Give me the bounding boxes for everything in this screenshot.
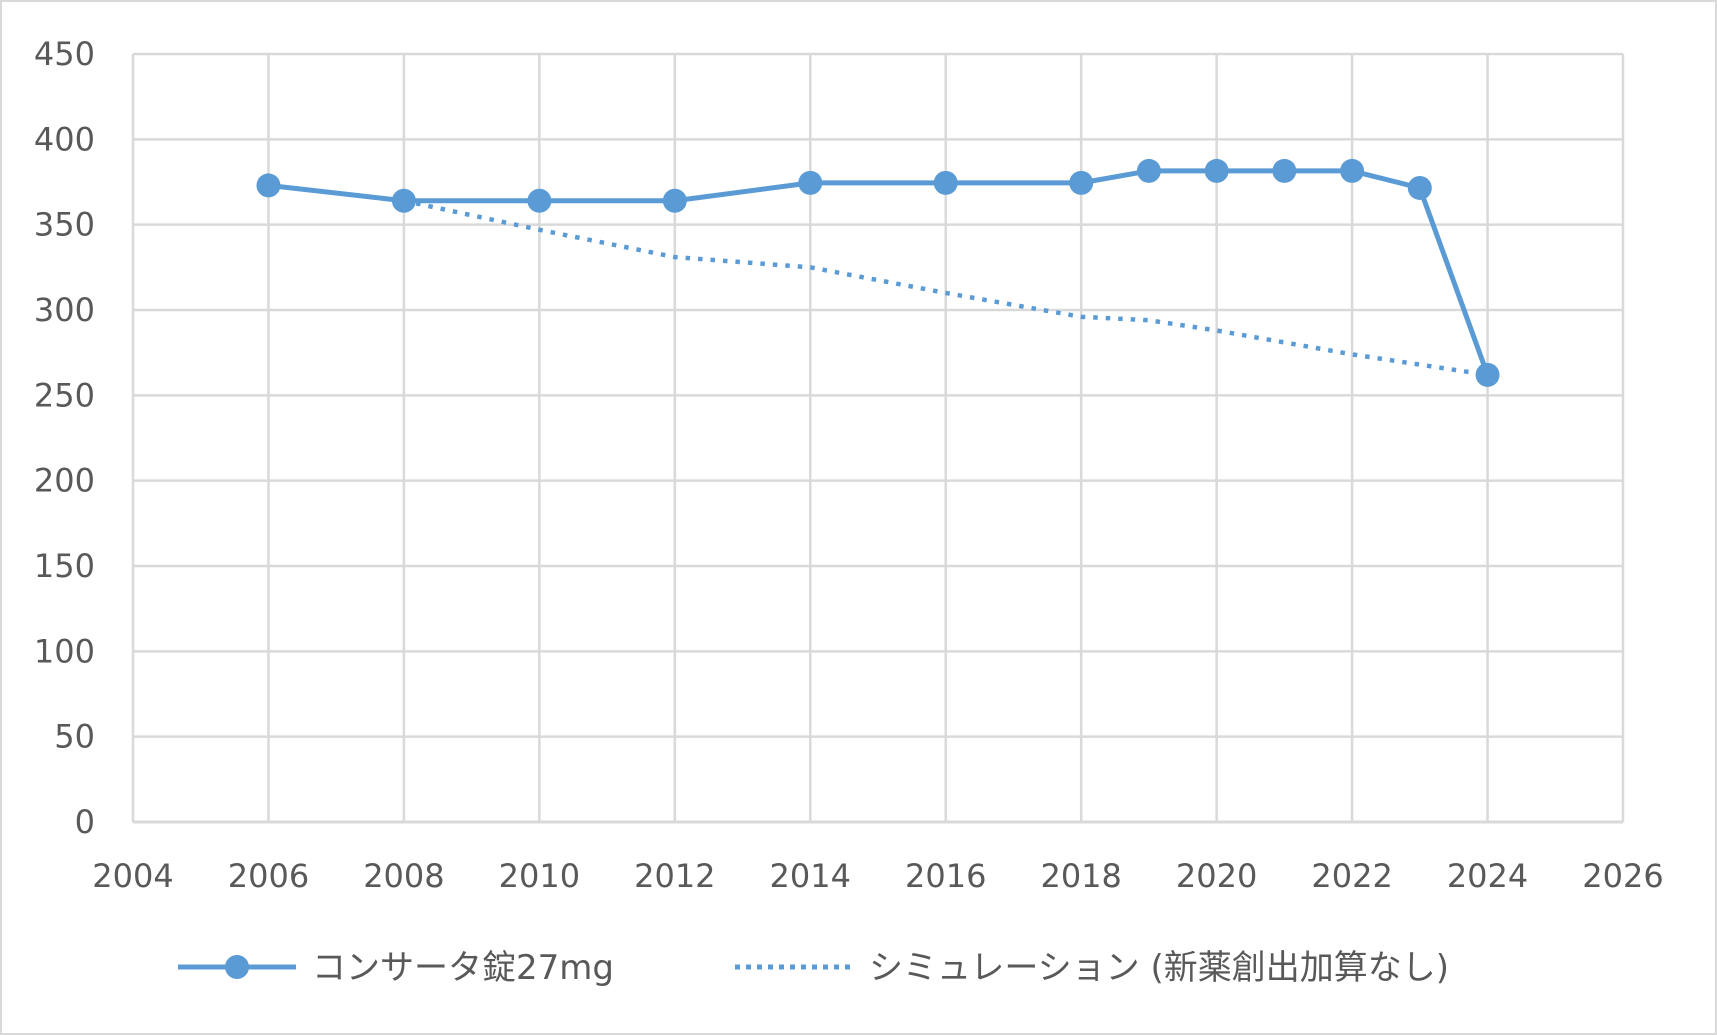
data-point[interactable] <box>1069 170 1094 195</box>
y-tick-label: 400 <box>34 120 95 158</box>
y-tick-label: 50 <box>54 718 95 756</box>
legend-label-1: シミュレーション (新薬創出加算なし) <box>869 948 1449 988</box>
data-point[interactable] <box>527 188 552 213</box>
y-tick-label: 250 <box>34 376 95 414</box>
x-tick-label: 2014 <box>770 857 851 895</box>
data-point[interactable] <box>391 188 416 213</box>
x-tick-label: 2016 <box>905 857 986 895</box>
data-point[interactable] <box>1204 158 1229 183</box>
x-tick-label: 2026 <box>1582 857 1663 895</box>
x-tick-label: 2006 <box>228 857 309 895</box>
x-tick-label: 2022 <box>1311 857 1392 895</box>
legend-swatch-marker <box>225 955 249 979</box>
y-tick-label: 0 <box>75 803 95 841</box>
y-tick-label: 150 <box>34 547 95 585</box>
x-tick-label: 2010 <box>499 857 580 895</box>
data-point[interactable] <box>1407 175 1432 200</box>
x-tick-label: 2020 <box>1176 857 1257 895</box>
legend-item-0[interactable]: コンサータ錠27mg <box>178 948 614 988</box>
data-point[interactable] <box>1475 362 1500 387</box>
axes: 0 50 100 150 200 250 300 350 400 450 2004 2006 2008 2… <box>34 35 1664 895</box>
series-layer <box>256 158 1500 387</box>
legend-item-1[interactable]: シミュレーション (新薬創出加算なし) <box>735 948 1449 988</box>
x-tick-label: 2008 <box>363 857 444 895</box>
x-tick-label: 2024 <box>1447 857 1528 895</box>
x-tick-label: 2018 <box>1040 857 1121 895</box>
data-point[interactable] <box>933 170 958 195</box>
y-tick-label: 200 <box>34 462 95 500</box>
grid <box>131 52 1625 822</box>
data-point[interactable] <box>1136 158 1161 183</box>
y-tick-label: 300 <box>34 291 95 329</box>
y-tick-label: 450 <box>34 35 95 73</box>
data-point[interactable] <box>1340 158 1365 183</box>
x-tick-label: 2012 <box>634 857 715 895</box>
legend-label-0: コンサータ錠27mg <box>312 948 614 988</box>
data-point[interactable] <box>798 170 823 195</box>
data-point[interactable] <box>662 188 687 213</box>
data-point[interactable] <box>1272 158 1297 183</box>
y-tick-label: 100 <box>34 632 95 670</box>
x-tick-label: 2004 <box>92 857 173 895</box>
data-point[interactable] <box>256 173 281 198</box>
legend: コンサータ錠27mg シミュレーション (新薬創出加算なし) <box>178 948 1449 988</box>
y-tick-label: 350 <box>34 206 95 244</box>
